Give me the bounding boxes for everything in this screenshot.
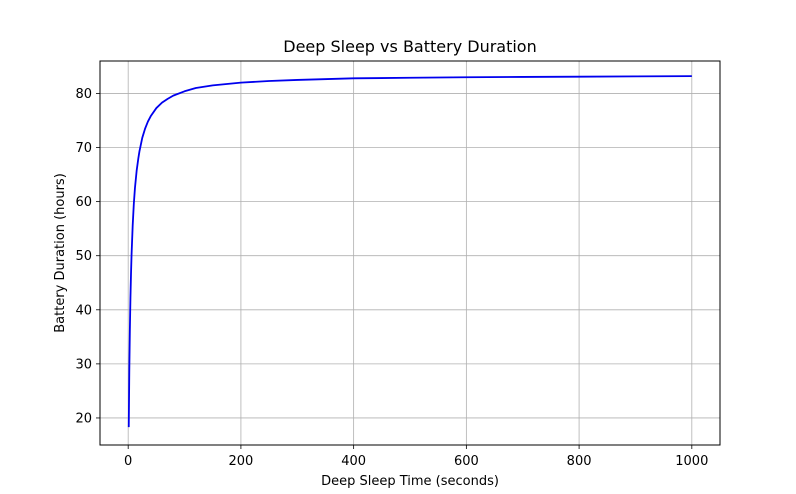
y-axis-label: Battery Duration (hours) bbox=[53, 173, 68, 333]
y-tick-label: 80 bbox=[75, 87, 92, 102]
y-tick-label: 30 bbox=[75, 357, 92, 372]
y-tick-label: 70 bbox=[75, 141, 92, 156]
y-tick-label: 20 bbox=[75, 411, 92, 426]
x-axis-label: Deep Sleep Time (seconds) bbox=[321, 474, 499, 489]
x-tick-label: 600 bbox=[454, 454, 479, 469]
chart-title: Deep Sleep vs Battery Duration bbox=[283, 37, 536, 56]
y-tick-label: 40 bbox=[75, 303, 92, 318]
x-tick-label: 0 bbox=[124, 454, 132, 469]
x-tick-label: 800 bbox=[567, 454, 592, 469]
series-layer bbox=[127, 75, 692, 428]
plot-area-frame bbox=[99, 60, 721, 446]
x-tick-label: 200 bbox=[228, 454, 253, 469]
y-tick-label: 50 bbox=[75, 249, 92, 264]
series-line bbox=[127, 75, 692, 428]
axis-ticks: 0 200 400 600 800 1000 20 30 40 50 60 70 80 bbox=[75, 87, 708, 469]
x-tick-label: 1000 bbox=[675, 454, 708, 469]
y-tick-label: 60 bbox=[75, 195, 92, 210]
grid bbox=[100, 61, 720, 445]
x-tick-label: 400 bbox=[341, 454, 366, 469]
